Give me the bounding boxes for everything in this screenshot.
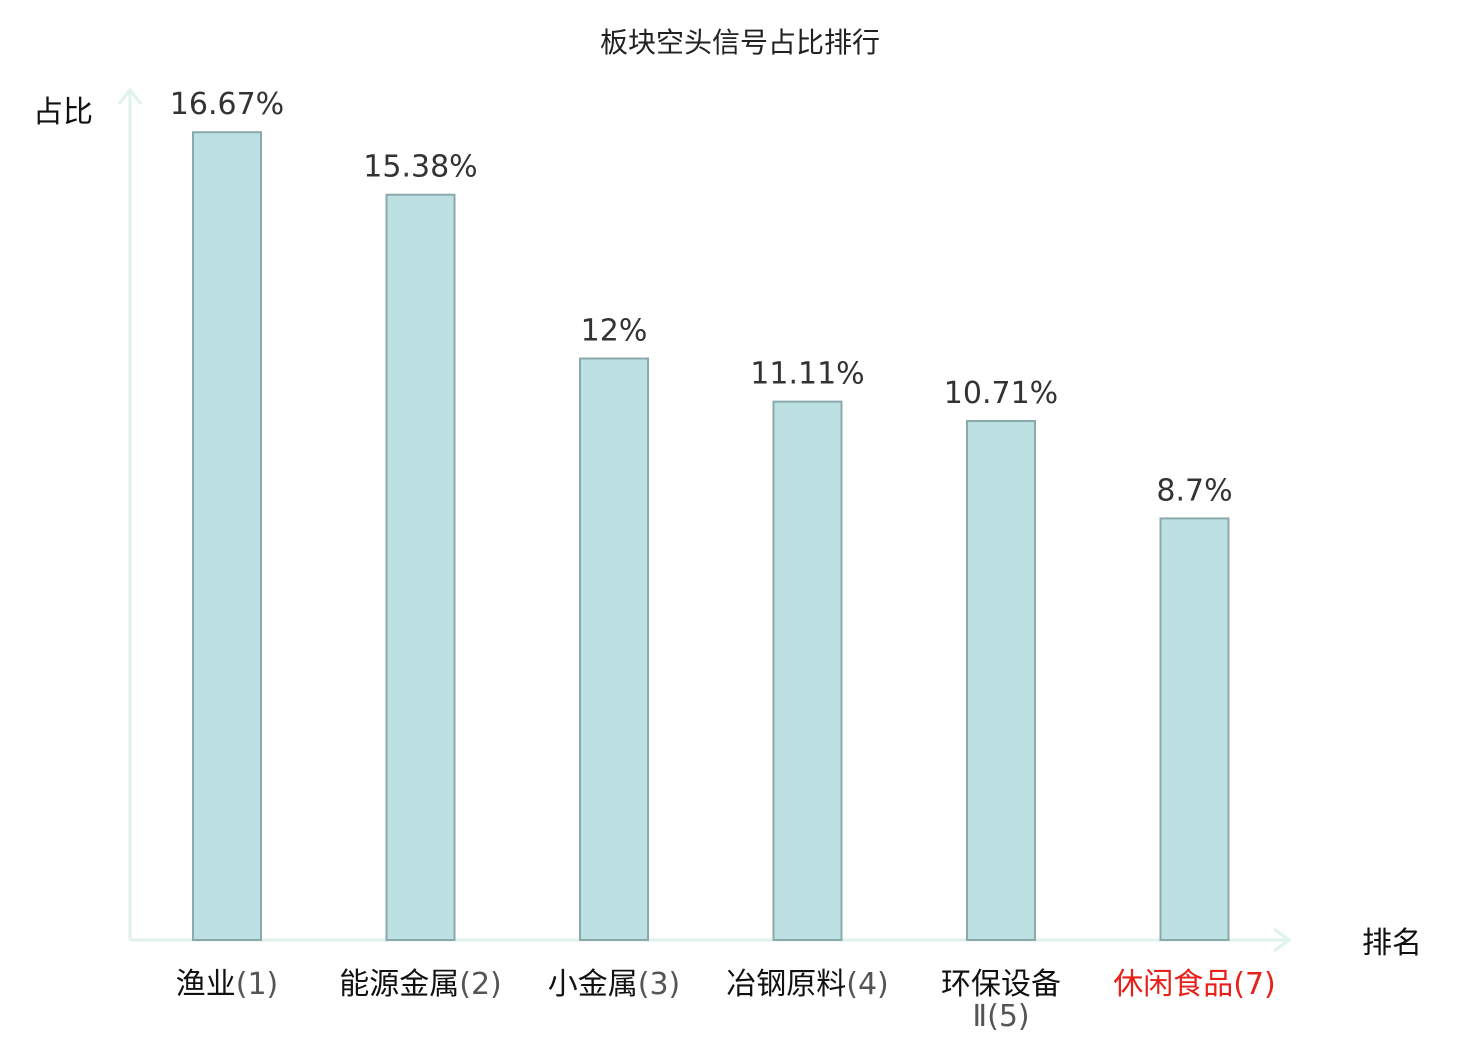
x-tick-name: 渔业 <box>176 967 236 1002</box>
x-tick-label: 冶钢原料(4) <box>726 967 889 1002</box>
x-axis-arrow <box>1273 927 1292 953</box>
bar <box>192 131 262 941</box>
bar <box>1159 517 1230 941</box>
svg-text:渔业(1): 渔业(1) <box>176 967 279 1002</box>
bar <box>966 420 1036 941</box>
x-tick-name: 环保设备 <box>941 967 1061 1002</box>
svg-text:能源金属(2): 能源金属(2) <box>339 967 502 1002</box>
x-tick-rank: Ⅱ(5) <box>972 999 1029 1034</box>
x-tick-rank: (7) <box>1233 967 1276 1002</box>
x-tick-rank: (1) <box>236 967 279 1002</box>
data-label: 12% <box>581 314 648 349</box>
x-tick-name: 休闲食品 <box>1113 967 1233 1002</box>
svg-text:休闲食品(7): 休闲食品(7) <box>1113 967 1276 1002</box>
bar <box>385 193 456 942</box>
x-tick-label: 能源金属(2) <box>339 967 502 1002</box>
x-axis-title: 排名 <box>1362 926 1422 961</box>
svg-text:小金属(3): 小金属(3) <box>548 967 681 1002</box>
y-axis-arrow <box>117 87 143 105</box>
x-tick-label: 休闲食品(7) <box>1113 967 1276 1002</box>
x-tick-label: 小金属(3) <box>548 967 681 1002</box>
bars <box>192 131 1230 942</box>
y-axis-title: 占比 <box>33 95 93 130</box>
value-labels: 16.67% 15.38% 12% 11.11% 10.71% 8.7% <box>170 87 1233 508</box>
data-label: 8.7% <box>1156 473 1232 508</box>
data-label: 15.38% <box>363 150 477 185</box>
data-label: 16.67% <box>170 87 284 122</box>
bar <box>579 357 649 941</box>
x-tick-name: 能源金属 <box>339 967 459 1002</box>
svg-text:冶钢原料(4): 冶钢原料(4) <box>726 967 889 1002</box>
x-tick-name: 冶钢原料 <box>726 967 846 1002</box>
x-tick-rank: (4) <box>846 967 889 1002</box>
data-label: 11.11% <box>750 357 864 392</box>
bar <box>772 400 843 942</box>
x-tick-label: 渔业(1) <box>176 967 279 1002</box>
x-tick-rank: (2) <box>459 967 502 1002</box>
chart-title: 板块空头信号占比排行 <box>600 26 880 59</box>
axes <box>117 87 1292 953</box>
x-tick-rank: (3) <box>638 967 681 1002</box>
x-tick-name: 小金属 <box>548 967 638 1002</box>
data-label: 10.71% <box>944 376 1058 411</box>
